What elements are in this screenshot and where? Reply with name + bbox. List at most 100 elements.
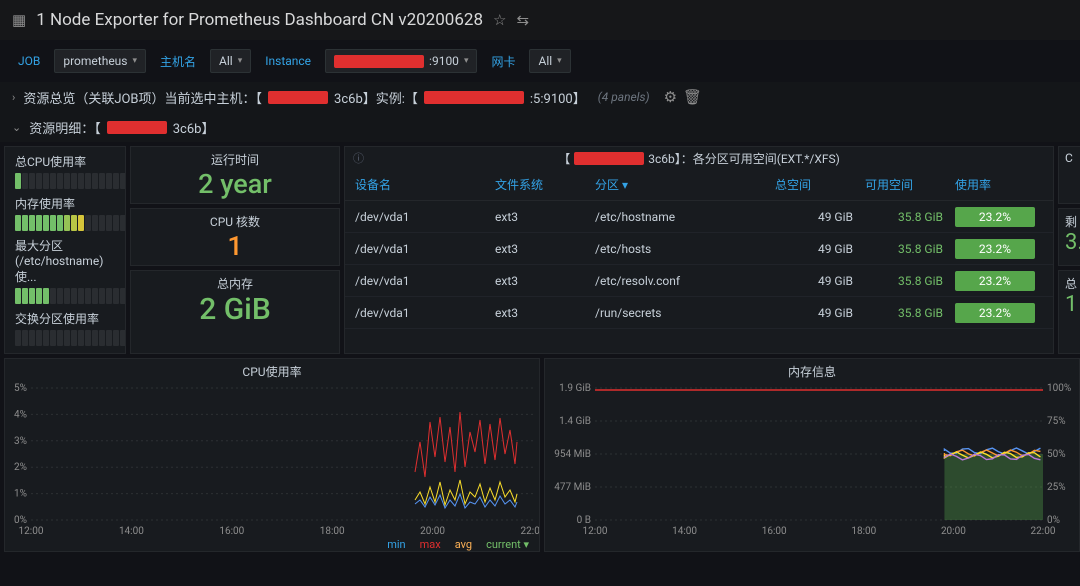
svg-text:0%: 0% [1047, 515, 1060, 526]
panel-cut-bot-title: 总 [1065, 275, 1080, 292]
bargauge-mem: 48.0% [15, 215, 115, 231]
bargauge-part: 23.2% [15, 288, 115, 304]
bargauge-cpu: 3.2% [15, 173, 115, 189]
var-nic-dropdown[interactable]: All▾ [529, 49, 570, 73]
row-overview[interactable]: › 资源总览（关联JOB项）当前选中主机：【 3c6b】实例:【 :5:9100… [0, 82, 1080, 112]
svg-text:4%: 4% [14, 409, 27, 420]
variable-toolbar: JOB prometheus▾ 主机名 All▾ Instance :9100▾… [0, 40, 1080, 82]
info-icon[interactable]: ⓘ [353, 150, 364, 166]
trash-icon[interactable]: 🗑 [683, 88, 702, 106]
svg-text:1.4 GiB: 1.4 GiB [559, 416, 591, 427]
disk-table-title: ⓘ 【3c6b】：各分区可用空间(EXT.*/XFS) [345, 147, 1053, 169]
bargauge-cpu-title: 总CPU使用率 [15, 153, 115, 170]
redacted-instance [424, 91, 524, 104]
panel-totalmem-value: 2 GiB [139, 292, 331, 328]
bargauge-mem-title: 内存使用率 [15, 195, 115, 212]
star-icon[interactable]: ☆ [493, 11, 506, 29]
panel-cut-mid[interactable]: 剩 3. [1058, 208, 1080, 266]
svg-text:477 MiB: 477 MiB [554, 482, 591, 493]
panel-totalmem[interactable]: 总内存 2 GiB [130, 270, 340, 354]
chart-mem-title: 内存信息 [545, 359, 1079, 382]
svg-text:18:00: 18:00 [320, 526, 345, 537]
svg-text:14:00: 14:00 [119, 526, 144, 537]
redacted-hostname [268, 91, 328, 104]
panel-uptime-title: 运行时间 [139, 151, 331, 168]
redacted-host-table [574, 152, 644, 165]
svg-text:954 MiB: 954 MiB [554, 449, 591, 460]
share-icon[interactable]: ⇆ [516, 11, 529, 29]
row-overview-text-b: 3c6b】实例:【 [334, 88, 418, 107]
svg-text:0%: 0% [14, 515, 27, 526]
chart-cpu-legend: min max avg current ▾ [385, 538, 531, 551]
var-instance-label: Instance [259, 54, 317, 68]
table-row[interactable]: /dev/vda1ext3/etc/hosts49 GiB35.8 GiB23.… [345, 233, 1053, 265]
panel-cut-top-title: C [1065, 151, 1080, 165]
panel-cores[interactable]: CPU 核数 1 [130, 208, 340, 266]
bargauge-swap-title: 交换分区使用率 [15, 310, 115, 327]
row-overview-text-c: :5:9100】 [530, 88, 586, 107]
row-panel-count: (4 panels) [598, 90, 650, 104]
svg-text:12:00: 12:00 [583, 526, 608, 537]
panel-uptime-value: 2 year [139, 168, 331, 200]
panel-totalmem-title: 总内存 [139, 275, 331, 292]
gear-icon[interactable]: ⚙ [664, 88, 677, 106]
table-row[interactable]: /dev/vda1ext3/run/secrets49 GiB35.8 GiB2… [345, 297, 1053, 329]
svg-text:22:00: 22:00 [521, 526, 539, 537]
svg-text:100%: 100% [1047, 383, 1071, 394]
chart-mem[interactable]: 内存信息 1.9 GiB 100% 1.4 GiB 75% 954 MiB 50% 477 … [544, 358, 1080, 552]
svg-text:22:00: 22:00 [1031, 526, 1056, 537]
svg-text:1%: 1% [14, 489, 27, 500]
row-detail-text-a: 资源明细：【 [29, 118, 101, 137]
var-job-dropdown[interactable]: prometheus▾ [54, 49, 146, 73]
svg-text:20:00: 20:00 [941, 526, 966, 537]
bargauge-swap: N/A [15, 330, 115, 346]
table-row[interactable]: /dev/vda1ext3/etc/resolv.conf49 GiB35.8 … [345, 265, 1053, 297]
svg-text:5%: 5% [14, 383, 27, 394]
panel-disk-table[interactable]: ⓘ 【3c6b】：各分区可用空间(EXT.*/XFS) 设备名文件系统分区 ▾总… [344, 146, 1054, 354]
svg-text:14:00: 14:00 [672, 526, 697, 537]
chevron-right-icon: › [12, 91, 15, 104]
svg-text:18:00: 18:00 [851, 526, 876, 537]
charts-row: CPU使用率 5% 4% 3% 2% 1% 0% 12:00 14:00 16:00 18:00 2… [0, 354, 1080, 556]
svg-text:1.9 GiB: 1.9 GiB [559, 383, 591, 394]
svg-text:16:00: 16:00 [762, 526, 787, 537]
panel-cores-value: 1 [139, 230, 331, 262]
panel-bargauges[interactable]: 总CPU使用率 3.2% 内存使用率 48.0% 最大分区(/etc/hostname)… [4, 146, 126, 354]
panel-cores-title: CPU 核数 [139, 213, 331, 230]
chart-cpu-title: CPU使用率 [5, 359, 539, 382]
svg-text:0 B: 0 B [577, 515, 591, 526]
chart-cpu[interactable]: CPU使用率 5%4%3%2%1%0%12:0014:0016:0018:002… [4, 358, 540, 552]
table-row[interactable]: /dev/vda1ext3/etc/hostname49 GiB35.8 GiB… [345, 201, 1053, 233]
row-detail[interactable]: ⌄ 资源明细：【 3c6b】 [0, 112, 1080, 142]
dashboard-header: ▦ 1 Node Exporter for Prometheus Dashboa… [0, 0, 1080, 40]
var-nic-label: 网卡 [485, 53, 521, 70]
chevron-down-icon: ⌄ [12, 121, 21, 134]
panel-cut-bot-value: 1 [1065, 292, 1080, 317]
panel-cut-mid-value: 3. [1065, 230, 1080, 255]
svg-text:20:00: 20:00 [420, 526, 445, 537]
panel-cut-bot[interactable]: 总 1 [1058, 270, 1080, 354]
chart-mem-svg: 1.9 GiB 100% 1.4 GiB 75% 954 MiB 50% 477 MiB 25… [545, 382, 1079, 540]
svg-text:2%: 2% [14, 462, 27, 473]
redacted-hostname-2 [107, 121, 167, 134]
disk-table-head[interactable]: 设备名文件系统分区 ▾总空间可用空间使用率 [345, 169, 1053, 201]
chart-cpu-svg: 5%4%3%2%1%0%12:0014:0016:0018:0020:0022:… [5, 382, 539, 540]
dashboard-title: 1 Node Exporter for Prometheus Dashboard… [36, 10, 483, 30]
disk-table-body: 设备名文件系统分区 ▾总空间可用空间使用率/dev/vda1ext3/etc/h… [345, 169, 1053, 353]
svg-text:25%: 25% [1047, 482, 1066, 493]
panel-grid: 运行时间 2 year 总CPU使用率 3.2% 内存使用率 48.0% 最大分区(/e… [0, 142, 1080, 354]
svg-text:50%: 50% [1047, 449, 1066, 460]
dashboard-grid-icon[interactable]: ▦ [12, 11, 26, 29]
svg-text:75%: 75% [1047, 416, 1066, 427]
svg-text:16:00: 16:00 [219, 526, 244, 537]
bargauge-part-title: 最大分区(/etc/hostname)使... [15, 237, 115, 285]
var-host-label: 主机名 [154, 53, 202, 70]
panel-cut-mid-title: 剩 [1065, 213, 1080, 230]
var-host-dropdown[interactable]: All▾ [210, 49, 251, 73]
var-instance-dropdown[interactable]: :9100▾ [325, 49, 477, 73]
row-overview-text-a: 资源总览（关联JOB项）当前选中主机：【 [23, 88, 262, 107]
panel-cut-top[interactable]: C [1058, 146, 1080, 204]
var-job-label: JOB [12, 54, 46, 68]
svg-text:3%: 3% [14, 436, 27, 447]
panel-uptime[interactable]: 运行时间 2 year [130, 146, 340, 204]
